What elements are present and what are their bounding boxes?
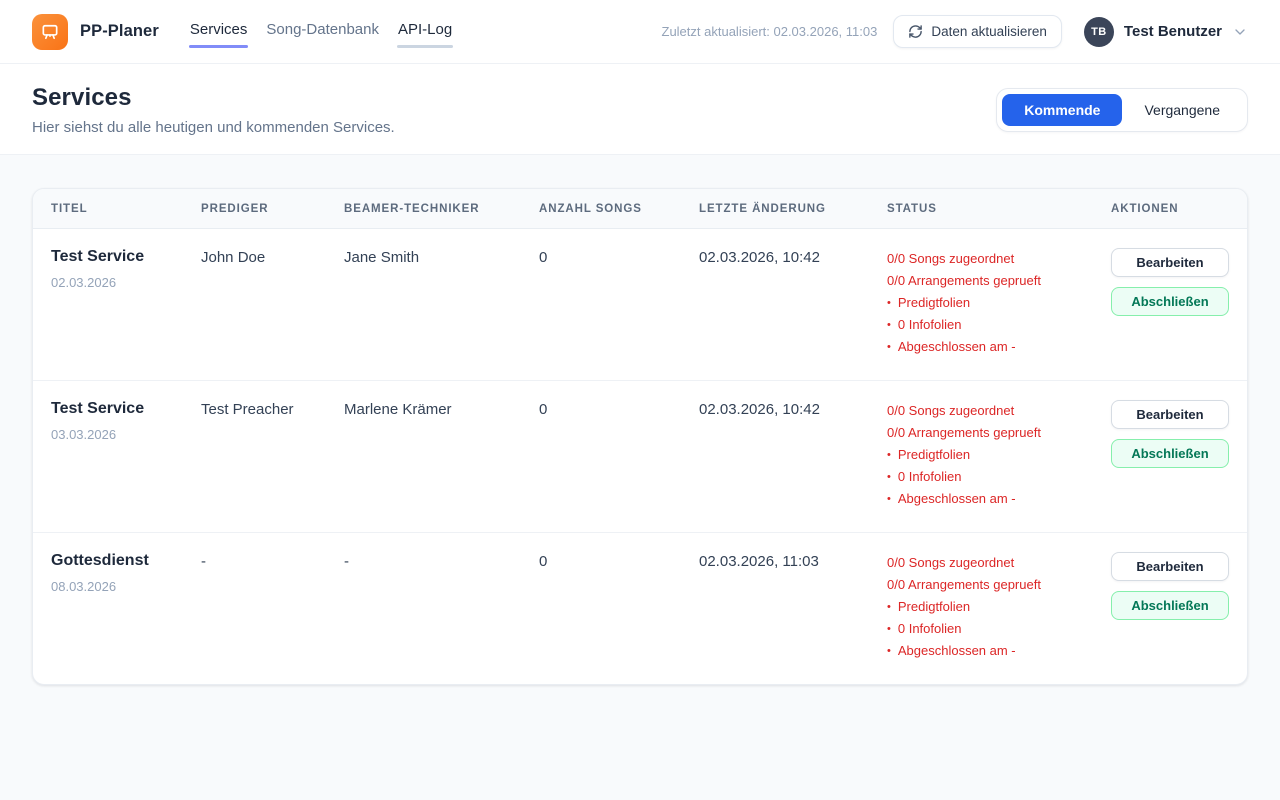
nav-item-services[interactable]: Services	[188, 17, 249, 48]
edit-button[interactable]: Bearbeiten	[1111, 248, 1229, 277]
status-bullet-line: Abgeschlossen am -	[887, 640, 1111, 662]
services-table-card: TITEL PREDIGER BEAMER-TECHNIKER ANZAHL S…	[32, 188, 1248, 685]
edit-button[interactable]: Bearbeiten	[1111, 400, 1229, 429]
last-updated-text: Zuletzt aktualisiert: 02.03.2026, 11:03	[661, 24, 878, 39]
column-header-beamer-techniker: BEAMER-TECHNIKER	[344, 202, 480, 215]
page-header: Services Hier siehst du alle heutigen un…	[0, 64, 1280, 155]
last-modified-cell: 02.03.2026, 11:03	[699, 553, 819, 570]
main-content: TITEL PREDIGER BEAMER-TECHNIKER ANZAHL S…	[0, 155, 1280, 718]
status-line: 0/0 Arrangements geprueft	[887, 273, 1041, 288]
service-title-cell: Test Service 03.03.2026	[51, 400, 201, 442]
column-header-titel: TITEL	[51, 202, 88, 215]
brand-name: PP-Planer	[80, 22, 159, 40]
column-header-status: STATUS	[887, 202, 937, 215]
table-row: Test Service 03.03.2026 Test Preacher Ma…	[33, 380, 1247, 532]
table-row: Test Service 02.03.2026 John Doe Jane Sm…	[33, 229, 1247, 380]
column-header-prediger: PREDIGER	[201, 202, 269, 215]
preacher-cell: John Doe	[201, 249, 266, 266]
service-title: Gottesdienst	[51, 552, 149, 569]
complete-button[interactable]: Abschließen	[1111, 591, 1229, 620]
user-menu[interactable]: TB Test Benutzer	[1083, 16, 1248, 47]
service-title-cell: Test Service 02.03.2026	[51, 248, 201, 290]
status-cell: 0/0 Songs zugeordnet 0/0 Arrangements ge…	[887, 400, 1111, 510]
table-header-row: TITEL PREDIGER BEAMER-TECHNIKER ANZAHL S…	[33, 189, 1247, 229]
actions-cell: Bearbeiten Abschließen	[1111, 552, 1229, 620]
last-modified-cell: 02.03.2026, 10:42	[699, 249, 820, 266]
status-bullet-line: 0 Infofolien	[887, 466, 1111, 488]
preacher-cell: -	[201, 553, 206, 570]
topbar: PP-Planer Services Song-Datenbank API-Lo…	[0, 0, 1280, 64]
toggle-vergangene-button[interactable]: Vergangene	[1122, 94, 1242, 126]
app-logo	[32, 13, 68, 50]
refresh-data-button[interactable]: Daten aktualisieren	[893, 15, 1062, 48]
column-header-letzte-aenderung: LETZTE ÄNDERUNG	[699, 202, 826, 215]
song-count-cell: 0	[539, 553, 548, 570]
service-date: 02.03.2026	[51, 275, 117, 290]
complete-button[interactable]: Abschließen	[1111, 439, 1229, 468]
song-count-cell: 0	[539, 401, 548, 418]
nav-item-song-datenbank[interactable]: Song-Datenbank	[266, 21, 379, 38]
edit-button[interactable]: Bearbeiten	[1111, 552, 1229, 581]
actions-cell: Bearbeiten Abschließen	[1111, 400, 1229, 468]
toggle-kommende-button[interactable]: Kommende	[1002, 94, 1123, 126]
table-row: Gottesdienst 08.03.2026 - - 0 02.03.2026…	[33, 532, 1247, 684]
last-modified-cell: 02.03.2026, 10:42	[699, 401, 820, 418]
status-bullet-line: 0 Infofolien	[887, 618, 1111, 640]
presentation-screen-icon	[40, 22, 60, 42]
status-bullet-line: Predigtfolien	[887, 596, 1111, 618]
beamer-tech-cell: Marlene Krämer	[344, 401, 452, 418]
beamer-tech-cell: Jane Smith	[344, 249, 420, 266]
user-name: Test Benutzer	[1123, 23, 1222, 40]
page-subtitle: Hier siehst du alle heutigen und kommend…	[32, 119, 395, 136]
status-line: 0/0 Songs zugeordnet	[887, 251, 1015, 266]
status-bullet-line: Abgeschlossen am -	[887, 488, 1111, 510]
refresh-icon	[908, 24, 923, 39]
preacher-cell: Test Preacher	[201, 401, 294, 418]
view-toggle-group: Kommende Vergangene	[996, 88, 1248, 132]
column-header-anzahl-songs: ANZAHL SONGS	[539, 202, 642, 215]
status-line: 0/0 Songs zugeordnet	[887, 403, 1015, 418]
status-bullet-line: 0 Infofolien	[887, 314, 1111, 336]
main-nav: Services Song-Datenbank API-Log	[188, 17, 454, 48]
status-cell: 0/0 Songs zugeordnet 0/0 Arrangements ge…	[887, 552, 1111, 662]
column-header-aktionen: AKTIONEN	[1111, 202, 1179, 215]
service-date: 03.03.2026	[51, 427, 117, 442]
service-title: Test Service	[51, 248, 145, 265]
topbar-right: Zuletzt aktualisiert: 02.03.2026, 11:03 …	[662, 15, 1249, 48]
status-line: 0/0 Arrangements geprueft	[887, 577, 1041, 592]
song-count-cell: 0	[539, 249, 548, 266]
status-cell: 0/0 Songs zugeordnet 0/0 Arrangements ge…	[887, 248, 1111, 358]
refresh-button-label: Daten aktualisieren	[931, 24, 1047, 39]
status-bullet-line: Abgeschlossen am -	[887, 336, 1111, 358]
service-date: 08.03.2026	[51, 579, 117, 594]
nav-item-api-log[interactable]: API-Log	[396, 17, 454, 48]
complete-button[interactable]: Abschließen	[1111, 287, 1229, 316]
status-line: 0/0 Songs zugeordnet	[887, 555, 1015, 570]
service-title-cell: Gottesdienst 08.03.2026	[51, 552, 201, 594]
beamer-tech-cell: -	[344, 553, 349, 570]
status-bullet-line: Predigtfolien	[887, 292, 1111, 314]
actions-cell: Bearbeiten Abschließen	[1111, 248, 1229, 316]
avatar: TB	[1083, 16, 1114, 47]
page-title: Services	[32, 84, 132, 111]
service-title: Test Service	[51, 400, 145, 417]
page-heading-texts: Services Hier siehst du alle heutigen un…	[32, 84, 395, 136]
status-bullet-line: Predigtfolien	[887, 444, 1111, 466]
status-line: 0/0 Arrangements geprueft	[887, 425, 1041, 440]
chevron-down-icon	[1232, 24, 1248, 40]
